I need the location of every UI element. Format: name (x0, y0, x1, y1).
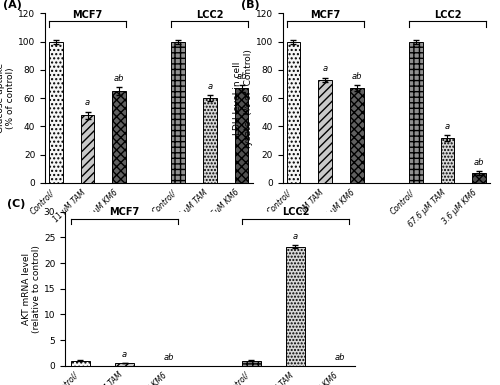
Text: ab: ab (334, 353, 345, 362)
Text: a: a (322, 64, 328, 74)
Text: ab: ab (236, 72, 247, 80)
Bar (242, 361, 261, 366)
Bar (70, 361, 90, 366)
Bar (80, 115, 94, 183)
Text: MCF7: MCF7 (72, 10, 102, 20)
Bar (286, 247, 305, 366)
Text: a: a (208, 82, 212, 91)
Text: MCF7: MCF7 (110, 208, 140, 218)
Text: ab: ab (352, 72, 362, 81)
Bar (350, 88, 364, 183)
Text: MCF7: MCF7 (310, 10, 340, 20)
Bar (286, 42, 300, 183)
Text: LCC2: LCC2 (282, 208, 309, 218)
Text: ab: ab (474, 157, 484, 167)
Bar (409, 42, 422, 183)
Bar (234, 88, 248, 183)
Text: (C): (C) (7, 199, 26, 209)
Text: ab: ab (164, 353, 174, 362)
Bar (115, 363, 134, 366)
Y-axis label: AKT mRNA level
(relative to control): AKT mRNA level (relative to control) (22, 245, 41, 333)
Bar (49, 42, 63, 183)
Bar (440, 138, 454, 183)
Text: LCC2: LCC2 (196, 10, 224, 20)
Text: a: a (85, 98, 90, 107)
Bar (472, 173, 486, 183)
Bar (203, 98, 217, 183)
Text: (B): (B) (241, 0, 260, 10)
Text: (A): (A) (4, 0, 22, 10)
Bar (318, 80, 332, 183)
Bar (112, 91, 126, 183)
Text: a: a (293, 232, 298, 241)
Y-axis label: Glucose uptake
(% of control): Glucose uptake (% of control) (0, 63, 15, 133)
Text: a: a (445, 122, 450, 131)
Bar (172, 42, 185, 183)
Y-axis label: LDH level in cell
lysate  (% of  Control): LDH level in cell lysate (% of Control) (234, 49, 253, 147)
Text: LCC2: LCC2 (434, 10, 461, 20)
Text: a: a (122, 350, 127, 359)
Text: ab: ab (114, 74, 124, 83)
